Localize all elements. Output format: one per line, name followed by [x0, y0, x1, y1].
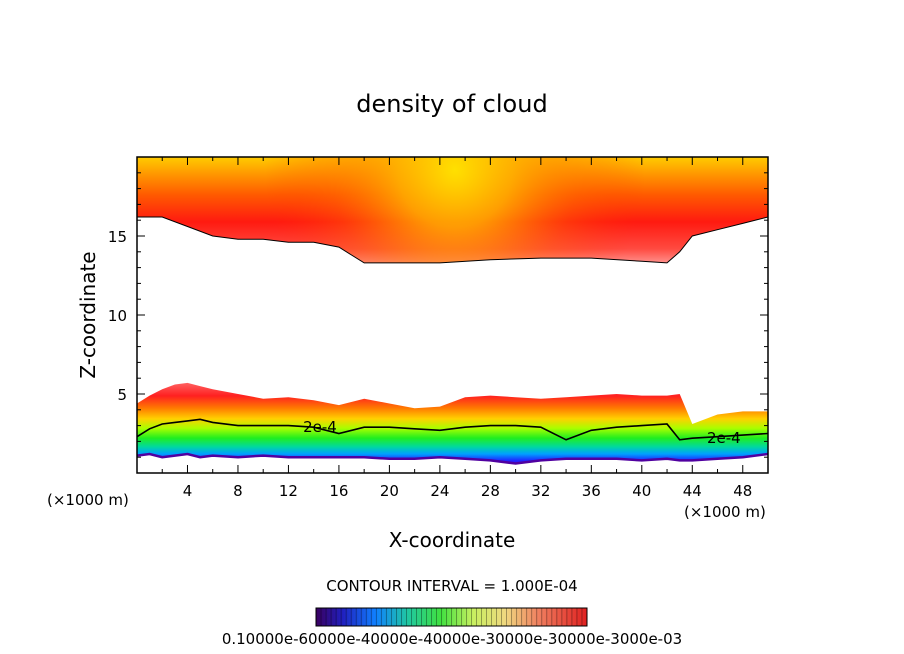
- x-unit-left: (×1000 m): [47, 491, 129, 509]
- x-axis-label: X-coordinate: [389, 528, 516, 552]
- x-tick-label: 36: [582, 482, 601, 500]
- x-axis: 4 8 12 16 20 24 28 32 36 40 44 48: [161, 157, 752, 500]
- y-tick-label: 10: [108, 307, 127, 325]
- y-tick-label: 15: [108, 228, 127, 246]
- colorbar: [315, 607, 588, 627]
- x-tick-label: 16: [329, 482, 348, 500]
- x-tick-label: 48: [733, 482, 752, 500]
- y-axis-label: Z-coordinate: [76, 251, 100, 378]
- x-unit-right: (×1000 m): [684, 503, 766, 521]
- x-tick-label: 32: [531, 482, 550, 500]
- x-tick-label: 4: [183, 482, 193, 500]
- colorbar-labels: 0.10000e-60000e-40000e-40000e-30000e-300…: [222, 630, 682, 648]
- upper-cloud-edge: [137, 216, 768, 264]
- contour-label: 2e-4: [303, 418, 337, 436]
- contour-interval: CONTOUR INTERVAL = 1.000E-04: [326, 577, 577, 595]
- lower-cloud-base: [137, 452, 768, 465]
- x-tick-label: 44: [683, 482, 702, 500]
- x-tick-label: 8: [233, 482, 243, 500]
- x-tick-label: 28: [481, 482, 500, 500]
- chart-title: density of cloud: [356, 90, 547, 118]
- contour-line-2e4: [137, 418, 768, 441]
- contour-label: 2e-4: [707, 429, 741, 447]
- colorbar-frame: [315, 607, 588, 627]
- x-tick-label: 20: [380, 482, 399, 500]
- upper-cloud-core: [137, 157, 768, 263]
- y-axis: 5 10 15: [108, 172, 768, 458]
- x-tick-label: 12: [279, 482, 298, 500]
- x-tick-label: 24: [430, 482, 449, 500]
- y-tick-label: 5: [117, 386, 127, 404]
- lower-cloud-fill: [137, 382, 768, 464]
- colorbar-divisions: [320, 608, 583, 626]
- cloud-layers: 2e-4 2e-4: [137, 157, 768, 465]
- x-tick-label: 40: [632, 482, 651, 500]
